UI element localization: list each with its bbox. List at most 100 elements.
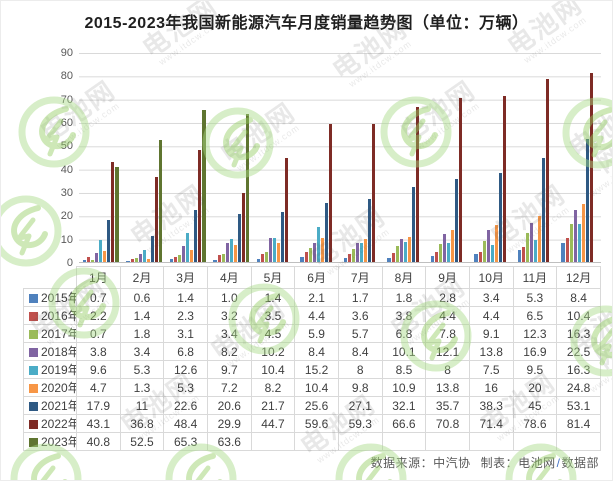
value-cell-2017年-2月: 1.8 [119,324,165,343]
value-cell-2015年-1月: 0.7 [76,288,121,307]
bar-2019年-4月 [229,239,233,262]
y-axis-label: 10 [60,233,73,246]
bar-2021年-7月 [368,199,372,262]
bar-2020年-11月 [538,215,542,262]
value-cell-2020年-8月: 10.9 [381,378,427,397]
value-cell-2022年-6月: 59.6 [294,414,339,433]
bar-2019年-6月 [316,226,320,262]
y-axis-label: 20 [60,210,73,223]
bar-2015年-12月 [561,242,565,262]
y-axis-label: 50 [60,140,73,153]
legend-swatch-icon [29,384,38,393]
value-cell-2023年-5月 [250,432,296,451]
value-cell-2022年-11月: 78.6 [512,414,558,433]
year-label-2021年: 2021年 [23,396,77,415]
data-table: 1月 2月 3月 4月 5月 6月 7月 8月 9月 10月 11月 12月 2015年 0.7 0.6 1… [23,266,601,451]
bar-2017年-6月 [308,248,312,262]
y-axis-label: 90 [60,47,73,59]
month-group-3月 [166,53,210,262]
value-cell-2017年-10月: 9.1 [468,324,514,343]
bar-2015年-3月 [169,258,174,262]
value-cell-2016年-6月: 4.4 [294,306,339,325]
bar-2018年-8月 [399,238,403,262]
bar-2017年-4月 [221,254,225,262]
month-group-8月 [384,53,428,262]
bar-2016年-11月 [522,246,526,262]
value-cell-2020年-7月: 9.8 [337,378,383,397]
table-row-2015年: 2015年 0.7 0.6 1.4 1.0 1.4 2.1 1.7 1.8 2.8 3.4 5.3 8.… [23,288,601,307]
bar-2021年-6月 [324,202,328,262]
value-cell-2016年-7月: 3.6 [337,306,383,325]
value-cell-2020年-2月: 1.3 [119,378,165,397]
table-row-2023年: 2023年 40.8 52.5 65.3 63.6 [23,432,601,451]
bar-2020年-5月 [277,242,281,262]
bar-2019年-11月 [534,239,538,262]
value-cell-2019年-11月: 9.5 [512,360,558,379]
bar-2019年-2月 [142,249,146,262]
value-cell-2019年-10月: 7.5 [468,360,514,379]
value-cell-2022年-1月: 43.1 [76,414,121,433]
month-header-1月: 1月 [76,266,121,289]
value-cell-2015年-7月: 1.7 [337,288,383,307]
bar-2017年-3月 [178,254,182,262]
value-cell-2022年-12月: 81.4 [556,414,601,433]
bar-2022年-6月 [328,123,332,262]
value-cell-2023年-1月: 40.8 [76,432,121,451]
bar-2016年-9月 [435,251,439,262]
bar-2015年-2月 [126,260,130,262]
bar-2022年-10月 [502,96,506,262]
month-header-10月: 10月 [468,266,514,289]
table-corner-cell [24,267,77,289]
year-label-2015年: 2015年 [23,288,77,307]
slash-separator: / [556,456,561,470]
month-group-2月 [123,53,167,262]
value-cell-2015年-2月: 0.6 [119,288,165,307]
value-cell-2016年-11月: 6.5 [512,306,558,325]
bar-2021年-11月 [542,157,546,262]
value-cell-2017年-8月: 6.8 [381,324,427,343]
value-cell-2018年-9月: 12.1 [425,342,470,361]
bar-2023年-2月 [158,140,163,262]
bar-2018年-1月 [95,253,99,262]
bar-2022年-1月 [111,161,115,262]
value-cell-2019年-2月: 5.3 [119,360,165,379]
value-cell-2022年-8月: 66.6 [381,414,427,433]
value-cell-2019年-7月: 8 [337,360,383,379]
month-header-12月: 12月 [556,266,601,289]
table-row-2019年: 2019年 9.6 5.3 12.6 9.7 10.4 15.2 8 8.5 8 7.5 9.5 16.… [23,360,601,379]
legend-swatch-icon [29,312,38,321]
month-group-1月 [79,53,123,262]
legend-swatch-icon [29,420,38,429]
value-cell-2023年-12月 [556,432,601,451]
bar-2019年-10月 [490,244,494,262]
value-cell-2017年-1月: 0.7 [76,324,121,343]
bar-2016年-12月 [565,237,569,262]
year-label-2017年: 2017年 [23,324,77,343]
value-cell-2016年-4月: 3.2 [206,306,252,325]
month-header-6月: 6月 [294,266,339,289]
legend-swatch-icon [29,348,38,357]
year-label-2019年: 2019年 [23,360,77,379]
value-cell-2017年-4月: 3.4 [206,324,252,343]
value-cell-2015年-6月: 2.1 [294,288,339,307]
value-cell-2018年-8月: 10.1 [381,342,427,361]
bar-2017年-7月 [352,248,356,262]
value-cell-2017年-11月: 12.3 [512,324,558,343]
bar-2021年-4月 [237,214,241,262]
bar-2016年-10月 [478,251,482,262]
value-cell-2021年-10月: 38.3 [468,396,514,415]
value-cell-2022年-4月: 29.9 [206,414,252,433]
table-header: 1月 2月 3月 4月 5月 6月 7月 8月 9月 10月 11月 12月 [24,266,601,289]
bar-2021年-8月 [411,187,415,262]
value-cell-2023年-10月 [468,432,514,451]
table-row-2017年: 2017年 0.7 1.8 3.1 3.4 4.5 5.9 5.7 6.8 7.8 9.1 12.3 1… [23,324,601,343]
value-cell-2020年-6月: 10.4 [294,378,339,397]
value-cell-2023年-11月 [512,432,558,451]
value-cell-2016年-5月: 3.5 [250,306,296,325]
y-axis-label: 30 [60,186,73,199]
bar-2016年-6月 [304,251,308,262]
bar-2019年-3月 [186,232,190,262]
bar-2016年-5月 [261,253,265,262]
bar-2020年-4月 [233,245,237,262]
